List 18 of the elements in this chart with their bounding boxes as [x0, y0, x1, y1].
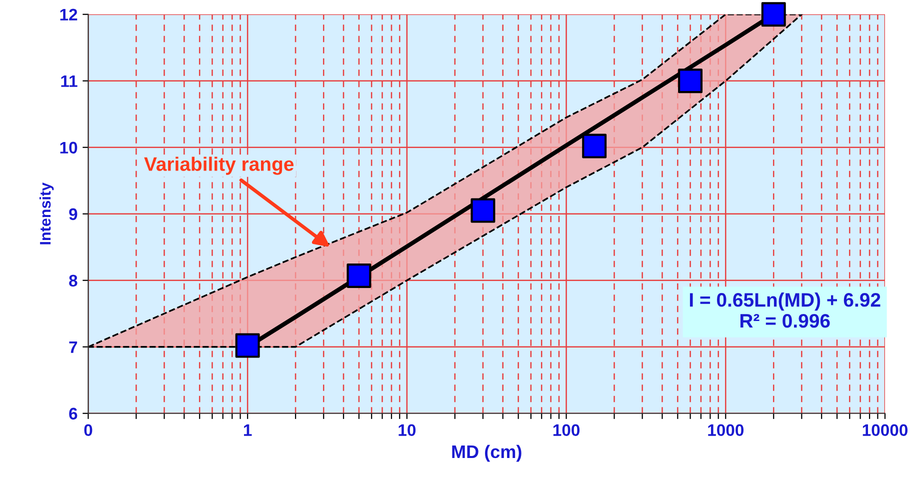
- y-tick-label: 10: [60, 142, 78, 154]
- x-tick-label: 1000: [708, 424, 744, 436]
- y-tick-label: 9: [69, 208, 78, 220]
- x-axis-title: MD (cm): [452, 444, 522, 462]
- x-tick-label: 0: [84, 424, 92, 436]
- x-tick-label: 100: [553, 424, 580, 436]
- y-axis-title: Intensity: [39, 182, 54, 244]
- annotation: Variability range: [144, 156, 294, 175]
- y-tick-label: 7: [69, 341, 78, 353]
- annotation: I = 0.65Ln(MD) + 6.92: [690, 292, 880, 311]
- y-tick-label: 8: [69, 274, 78, 287]
- x-tick-label: 10: [398, 424, 416, 436]
- y-tick-label: 12: [60, 8, 78, 20]
- y-tick-label: 6: [69, 408, 78, 420]
- x-tick-label: 1: [244, 424, 252, 436]
- y-tick-label: 11: [61, 75, 78, 87]
- x-tick-label: 10000: [862, 424, 908, 436]
- annotation: R² = 0.996: [740, 314, 830, 328]
